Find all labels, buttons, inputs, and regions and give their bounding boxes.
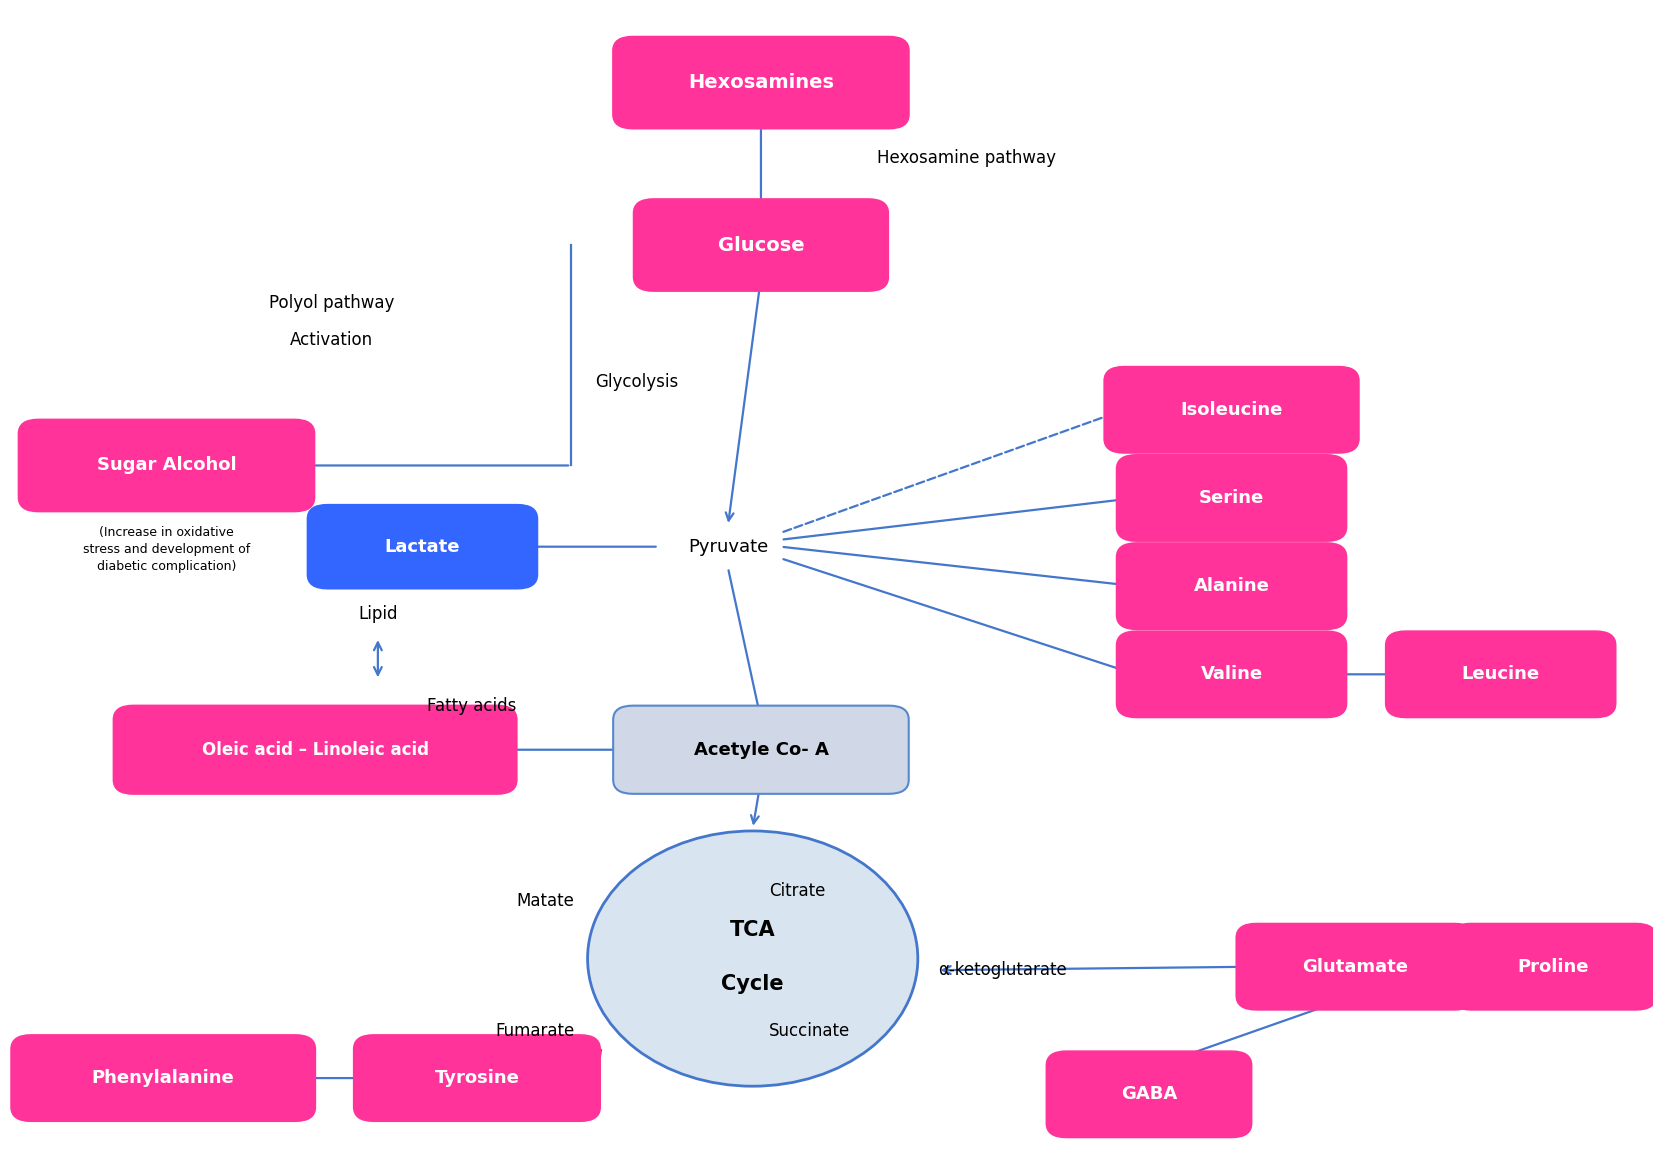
Text: (Increase in oxidative
stress and development of
diabetic complication): (Increase in oxidative stress and develo… xyxy=(83,526,250,573)
FancyBboxPatch shape xyxy=(614,706,908,794)
FancyBboxPatch shape xyxy=(614,37,908,128)
FancyBboxPatch shape xyxy=(18,420,314,512)
Text: Tyrosine: Tyrosine xyxy=(435,1069,519,1087)
Text: Acetyle Co- A: Acetyle Co- A xyxy=(693,741,829,758)
Text: Isoleucine: Isoleucine xyxy=(1181,401,1284,419)
FancyBboxPatch shape xyxy=(308,505,538,588)
Text: α-ketoglutarate: α-ketoglutarate xyxy=(938,961,1067,979)
FancyBboxPatch shape xyxy=(633,199,888,291)
Ellipse shape xyxy=(587,830,918,1086)
FancyBboxPatch shape xyxy=(1386,632,1616,718)
Text: Phenylalanine: Phenylalanine xyxy=(93,1069,235,1087)
Text: Leucine: Leucine xyxy=(1462,665,1540,684)
Text: Activation: Activation xyxy=(289,331,374,349)
Text: Succinate: Succinate xyxy=(769,1021,850,1040)
Text: GABA: GABA xyxy=(1121,1085,1178,1104)
FancyBboxPatch shape xyxy=(1116,455,1346,541)
Text: Pyruvate: Pyruvate xyxy=(688,537,767,556)
Text: Glucose: Glucose xyxy=(718,236,804,255)
FancyBboxPatch shape xyxy=(1451,923,1654,1009)
Text: Oleic acid – Linoleic acid: Oleic acid – Linoleic acid xyxy=(202,741,428,758)
Text: Alanine: Alanine xyxy=(1194,577,1270,595)
FancyBboxPatch shape xyxy=(354,1035,600,1121)
Text: Glycolysis: Glycolysis xyxy=(595,373,678,391)
Text: Lipid: Lipid xyxy=(359,605,397,623)
Text: Cycle: Cycle xyxy=(721,975,784,994)
FancyBboxPatch shape xyxy=(1116,543,1346,629)
Text: Glutamate: Glutamate xyxy=(1302,957,1409,976)
Text: Hexosamines: Hexosamines xyxy=(688,73,834,92)
FancyBboxPatch shape xyxy=(114,706,516,794)
FancyBboxPatch shape xyxy=(1237,923,1474,1009)
Text: Sugar Alcohol: Sugar Alcohol xyxy=(96,457,237,475)
FancyBboxPatch shape xyxy=(12,1035,316,1121)
Text: TCA: TCA xyxy=(729,920,776,940)
Text: Polyol pathway: Polyol pathway xyxy=(270,294,394,312)
Text: Serine: Serine xyxy=(1199,488,1264,507)
Text: Hexosamine pathway: Hexosamine pathway xyxy=(877,149,1055,167)
Text: Valine: Valine xyxy=(1201,665,1262,684)
FancyBboxPatch shape xyxy=(1105,366,1358,452)
Text: Lactate: Lactate xyxy=(385,537,460,556)
FancyBboxPatch shape xyxy=(1116,632,1346,718)
Text: Matate: Matate xyxy=(516,892,574,909)
FancyBboxPatch shape xyxy=(1047,1051,1252,1137)
Text: Fumarate: Fumarate xyxy=(495,1021,574,1040)
Text: Citrate: Citrate xyxy=(769,883,825,900)
Text: Proline: Proline xyxy=(1518,957,1589,976)
Text: Fatty acids: Fatty acids xyxy=(427,697,516,714)
